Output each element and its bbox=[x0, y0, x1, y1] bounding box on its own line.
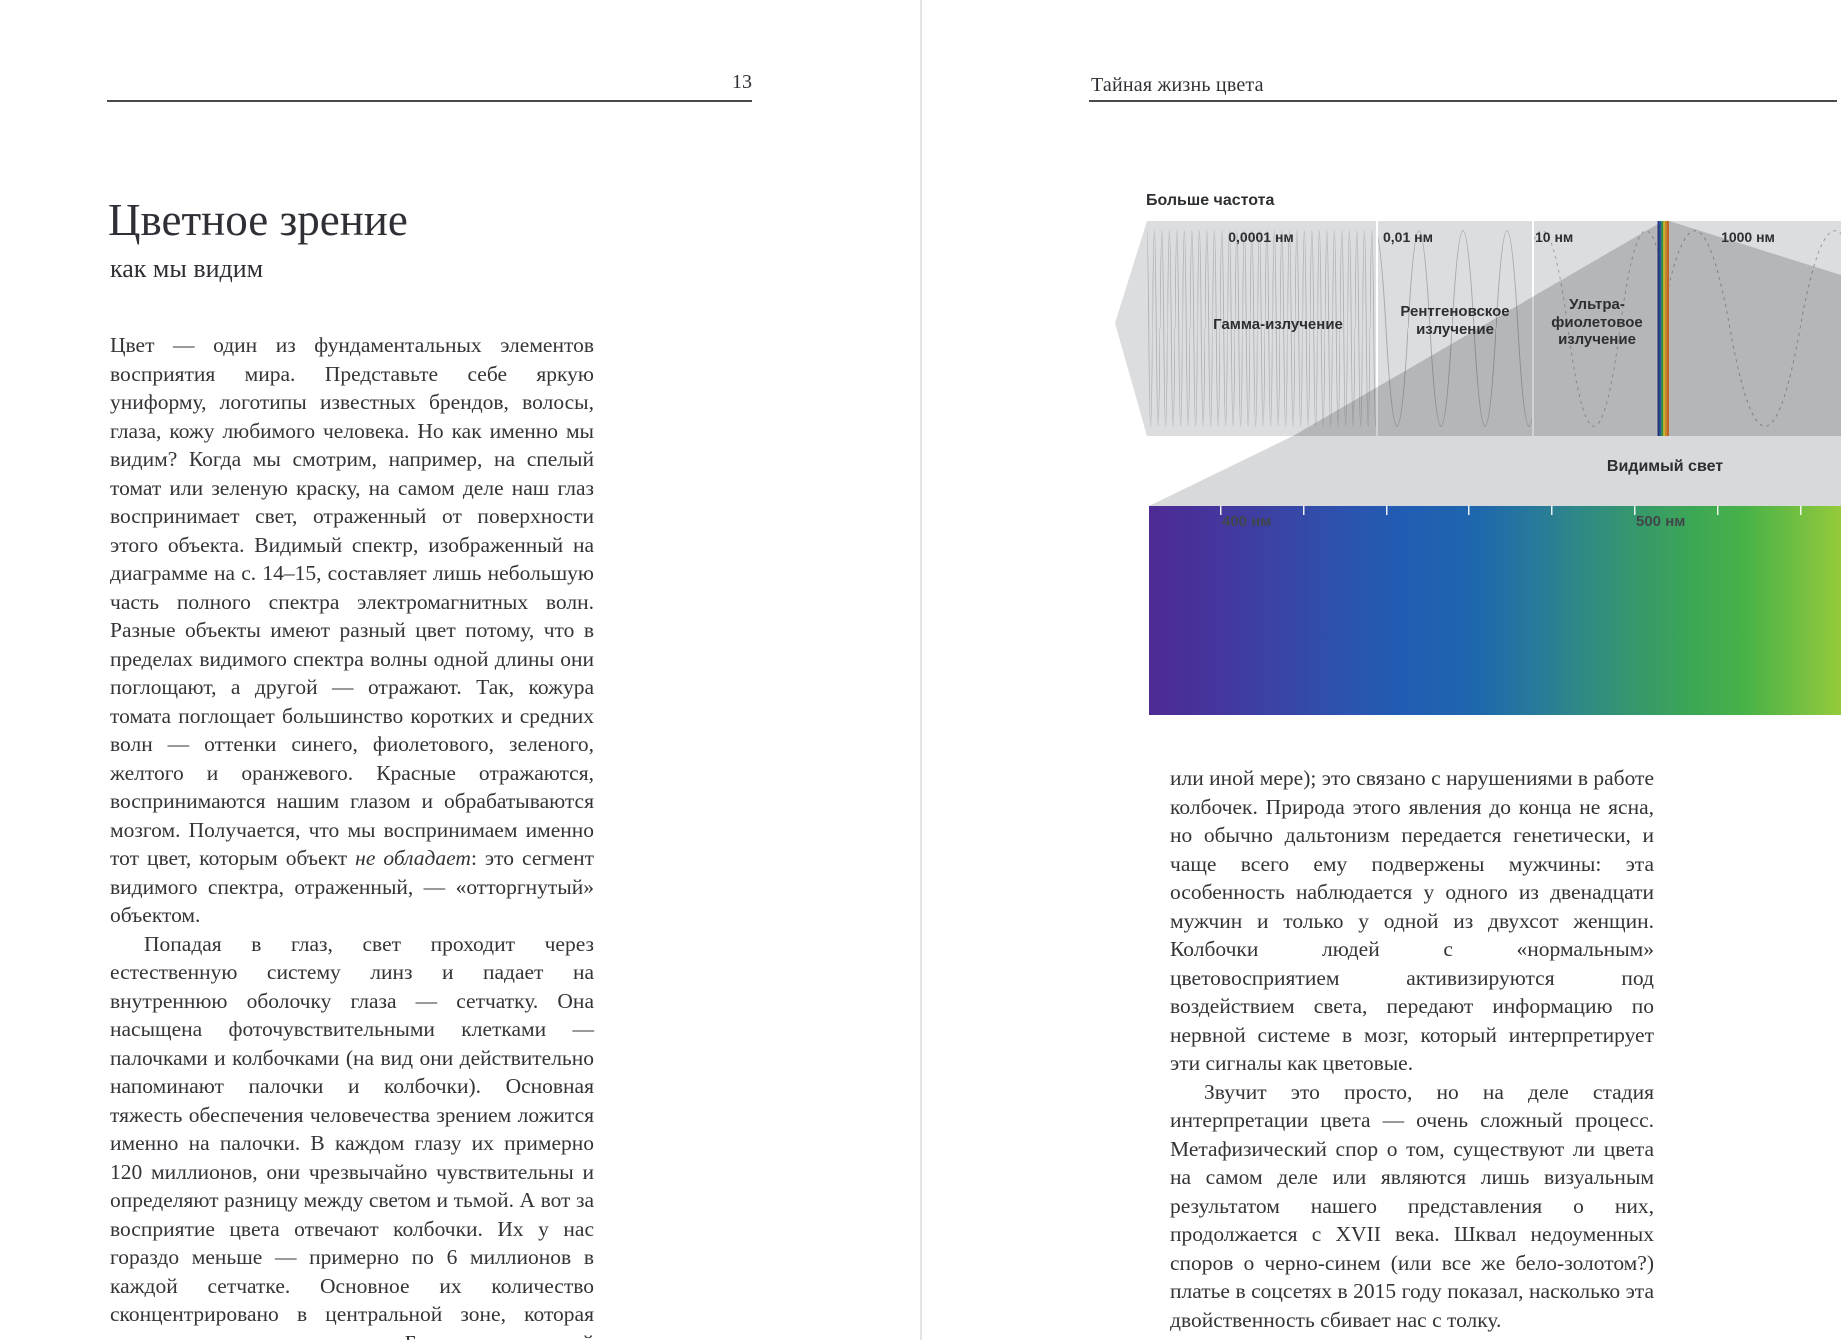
left-header-rule bbox=[107, 100, 752, 102]
wavelength-label: 0,0001 нм bbox=[1228, 229, 1294, 245]
ir-waves bbox=[1669, 221, 1841, 436]
gamma-waves bbox=[1147, 221, 1377, 436]
chapter-title: Цветное зрение bbox=[108, 195, 408, 245]
xray-region-label: Рентгеновское излучение bbox=[1400, 303, 1510, 338]
wavelength-label: 1000 нм bbox=[1721, 229, 1775, 245]
wavelength-ticks bbox=[1220, 506, 1802, 515]
segment-divider bbox=[1376, 221, 1378, 436]
visible-spectrum-bar bbox=[1149, 506, 1841, 715]
visible-light-stripe bbox=[1657, 221, 1669, 436]
uv-waves bbox=[1534, 221, 1658, 436]
page-number: 13 bbox=[732, 71, 752, 93]
electromagnetic-spectrum-diagram bbox=[1115, 221, 1841, 715]
visible-light-strip bbox=[1149, 436, 1841, 506]
paragraph: Звучит это просто, но на деле стадия инт… bbox=[1170, 1079, 1654, 1332]
body-text: : это сегмент видимого спектра, отраженн… bbox=[110, 846, 594, 927]
chapter-subtitle: как мы видим bbox=[110, 254, 264, 283]
right-header-rule bbox=[1089, 100, 1837, 102]
body-text: Цвет — один из фундаментальных элементов… bbox=[110, 333, 594, 870]
segment-divider bbox=[1532, 221, 1534, 436]
xray-waves bbox=[1378, 221, 1533, 436]
left-page-body: Цвет — один из фундаментальных элементов… bbox=[110, 331, 594, 1340]
gamma-region-label: Гамма-излучение bbox=[1213, 316, 1343, 333]
dispersion-funnel bbox=[1293, 221, 1841, 436]
wavelength-label: 0,01 нм bbox=[1383, 229, 1433, 245]
scale-label-500nm: 500 нм bbox=[1636, 513, 1686, 530]
uv-region-label: Ультра- фиолетовое излучение bbox=[1551, 296, 1643, 349]
running-header: Тайная жизнь цвета bbox=[1091, 74, 1264, 96]
wavelength-label: 10 нм bbox=[1535, 229, 1574, 245]
scale-label-400nm: 400 нм bbox=[1222, 513, 1272, 530]
right-page-body: или иной мере); это связано с нарушениям… bbox=[1170, 764, 1654, 1340]
body-text-italic: не обладает bbox=[355, 846, 471, 870]
visible-light-label: Видимый свет bbox=[1606, 458, 1724, 475]
page-fold-divider bbox=[920, 0, 922, 1340]
paragraph: Случай с платьем наглядно продемонстриро… bbox=[1170, 1334, 1654, 1340]
paragraph: Цвет — один из фундаментальных элементов… bbox=[110, 331, 594, 930]
paragraph: Попадая в глаз, свет проходит через есте… bbox=[110, 931, 594, 1340]
frequency-axis-label: Больше частота bbox=[1146, 192, 1275, 209]
paragraph: или иной мере); это связано с нарушениям… bbox=[1170, 766, 1654, 1075]
